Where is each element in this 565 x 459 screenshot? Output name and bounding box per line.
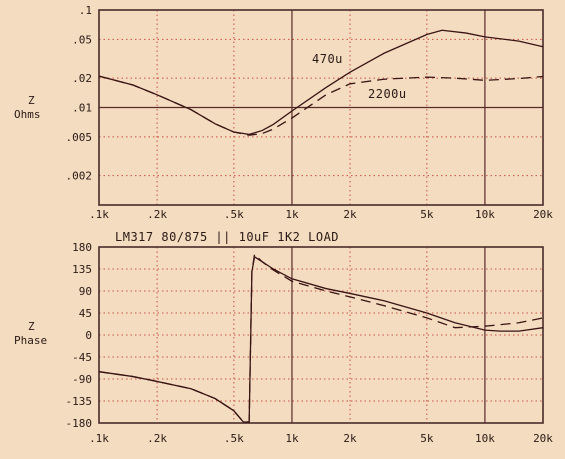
x-tick-label: .2k — [147, 208, 167, 221]
series-line-2200u — [98, 75, 544, 136]
y-tick-label: 135 — [72, 263, 92, 276]
x-tick-label: 10k — [475, 208, 495, 221]
plot-frame — [98, 9, 544, 206]
y-tick-label: 0 — [85, 329, 92, 342]
y-tick-label: .002 — [66, 170, 93, 183]
series-annotation: 2200u — [368, 87, 407, 101]
phase-chart: .1k .2k .5k 1k 2k 5k 10k 20k 180 135 90 45 0 -45 -90 -1… — [14, 230, 553, 445]
x-tick-label: .1k — [89, 208, 109, 221]
y-tick-label: .02 — [72, 72, 92, 85]
y-tick-label: -45 — [72, 351, 92, 364]
plot-frame — [98, 246, 544, 424]
x-tick-label: 20k — [533, 432, 553, 445]
y-tick-label: 90 — [79, 285, 92, 298]
y-tick-label: .01 — [72, 102, 92, 115]
y-tick-label: -90 — [72, 373, 92, 386]
series-line-470u — [98, 29, 544, 136]
x-tick-label: .2k — [147, 432, 167, 445]
chart-title: LM317 80/875 || 10uF 1K2 LOAD — [115, 230, 339, 244]
x-tick-label: .5k — [224, 208, 244, 221]
x-tick-label: 20k — [533, 208, 553, 221]
x-tick-label: .5k — [224, 432, 244, 445]
y-tick-label: .005 — [66, 131, 93, 144]
y-axis-label: Ohms — [14, 108, 41, 121]
y-tick-label: .1 — [79, 4, 92, 17]
y-tick-label: -180 — [66, 417, 93, 430]
x-tick-label: 1k — [285, 432, 299, 445]
y-tick-label: 180 — [72, 241, 92, 254]
y-axis-label: Z — [28, 320, 35, 333]
x-tick-label: 1k — [285, 208, 299, 221]
x-tick-label: 2k — [343, 432, 357, 445]
series-line-trace-1 — [98, 255, 544, 423]
y-tick-label: .05 — [72, 33, 92, 46]
y-tick-label: 45 — [79, 307, 92, 320]
x-tick-label: 5k — [420, 208, 434, 221]
x-tick-label: 10k — [475, 432, 495, 445]
y-tick-label: -135 — [66, 395, 93, 408]
x-tick-label: .1k — [89, 432, 109, 445]
y-axis-label: Z — [28, 94, 35, 107]
magnitude-chart: .1k .2k .5k 1k 2k 5k 10k 20k .1 .05 .02 .01 .005 .002… — [14, 4, 553, 221]
y-axis-label: Phase — [14, 334, 47, 347]
series-annotation: 470u — [312, 52, 343, 66]
x-tick-label: 2k — [343, 208, 357, 221]
x-tick-label: 5k — [420, 432, 434, 445]
series-line-trace-2 — [98, 252, 544, 423]
